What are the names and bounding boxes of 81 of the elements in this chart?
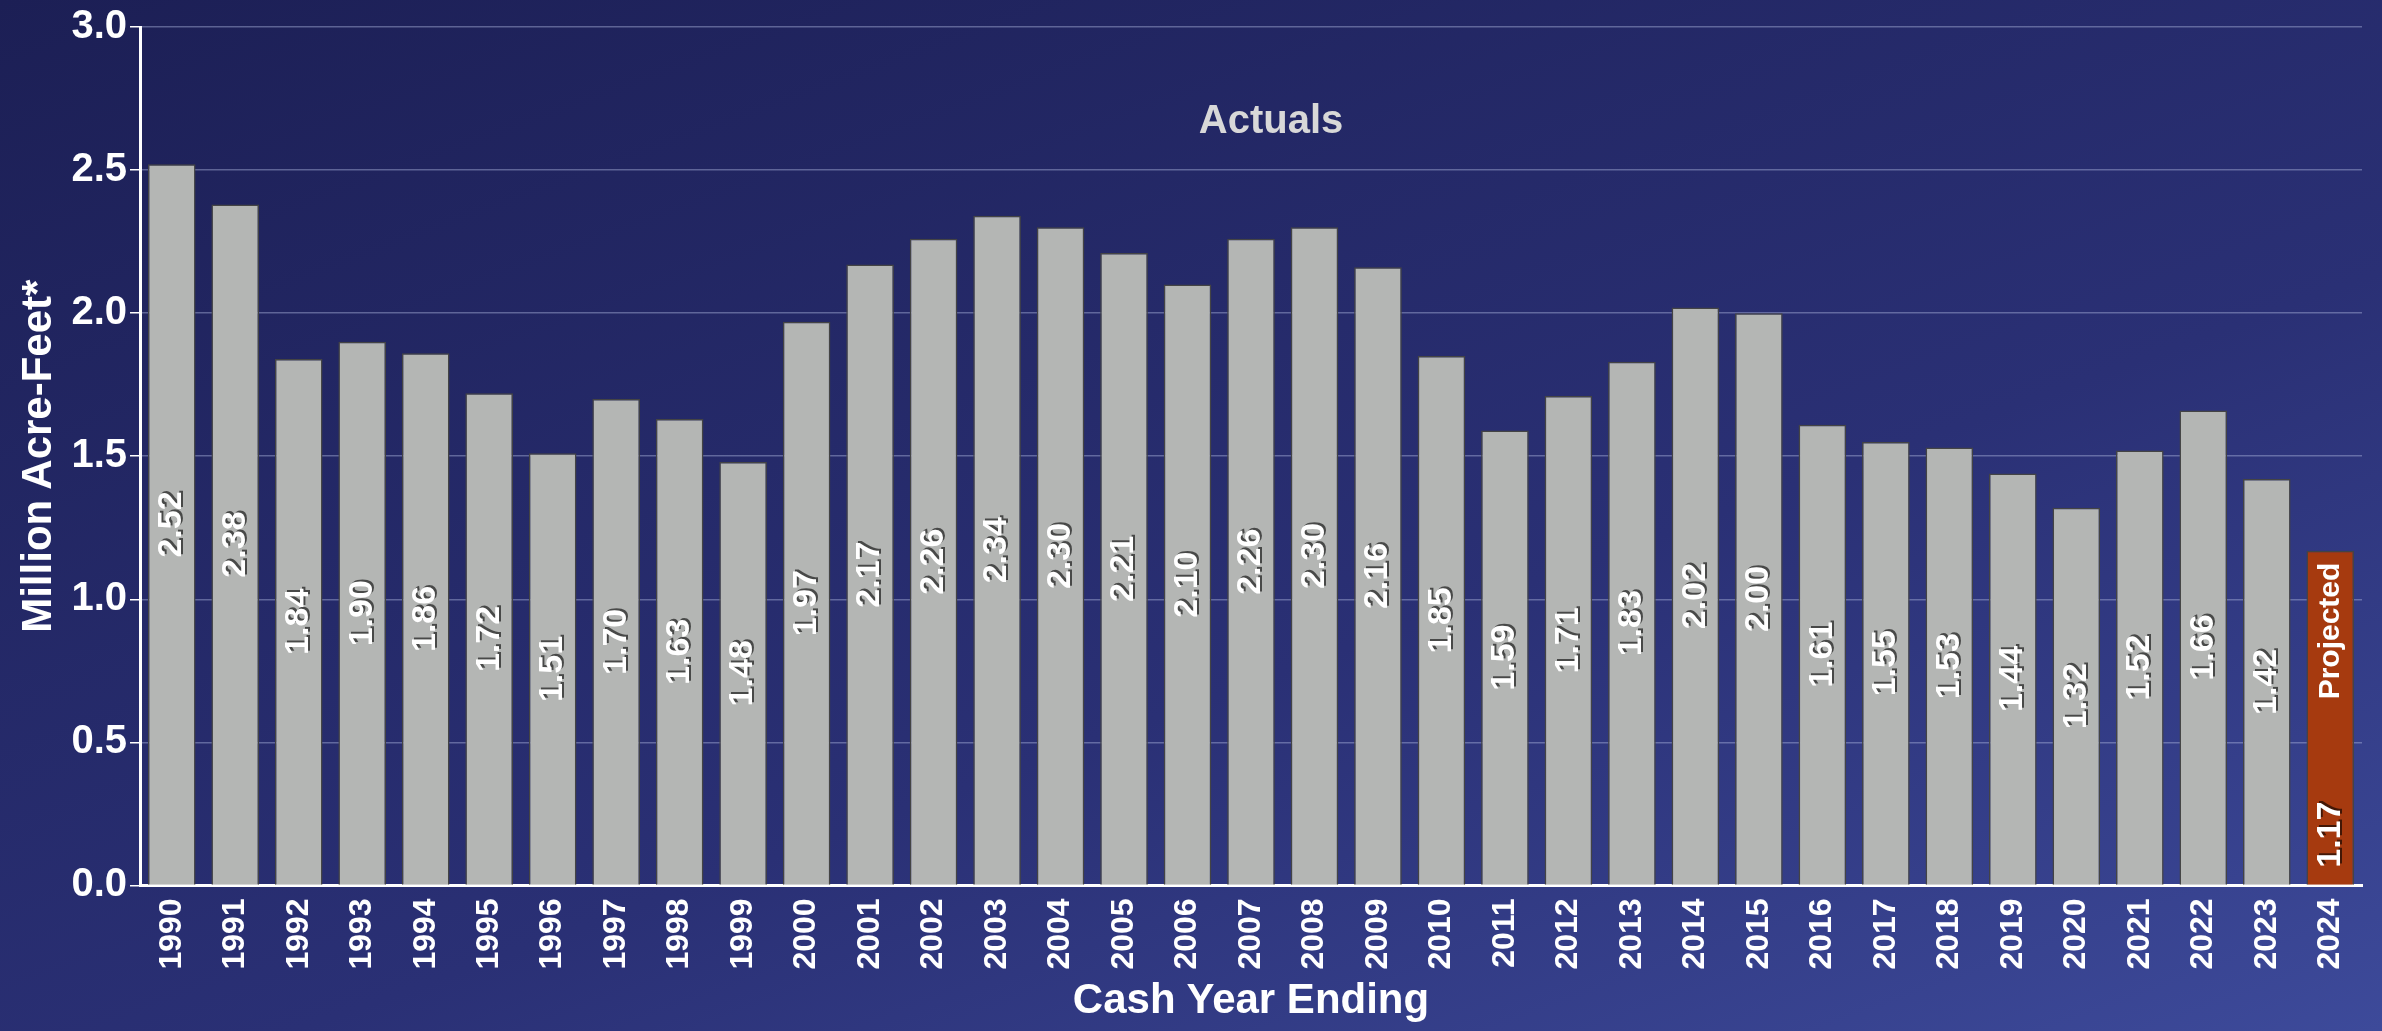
x-tick-label: 2012 [1548, 898, 1585, 970]
x-tick-label: 2000 [786, 898, 823, 970]
data-label: 1.55 [1866, 628, 1905, 695]
y-tick-label: 1.5 [71, 431, 128, 476]
x-tick-label: 2013 [1611, 898, 1648, 970]
x-tick-label: 2007 [1230, 898, 1267, 970]
data-label: 2.30 [1294, 520, 1333, 588]
data-label: 1.86 [404, 585, 443, 653]
data-label: 1.48 [723, 638, 762, 705]
data-label: 1.61 [1802, 619, 1841, 686]
x-tick-label: 2010 [1421, 898, 1458, 970]
data-label: 2.02 [1675, 560, 1714, 628]
x-tick-label: 1997 [595, 898, 632, 970]
x-tick-label: 1998 [659, 898, 696, 970]
data-label: 1.53 [1929, 631, 1968, 698]
x-tick-label: 2018 [1929, 898, 1966, 970]
data-label: 2.10 [1167, 549, 1206, 616]
data-label: 2.52 [152, 489, 191, 556]
data-label: 2.17 [848, 541, 887, 608]
annotation: Projected [2311, 562, 2345, 700]
data-label: 1.63 [660, 616, 699, 683]
data-label: 1.84 [279, 586, 318, 653]
data-label: 1.59 [1485, 622, 1524, 689]
data-label: 2.16 [1358, 540, 1397, 608]
data-label: 2.21 [1104, 533, 1143, 600]
y-tick-label: 0.5 [71, 717, 128, 762]
data-label: 1.85 [1421, 585, 1460, 652]
x-tick-label: 2014 [1675, 898, 1712, 970]
x-tick-label: 2006 [1167, 898, 1204, 970]
x-tick-label: 1992 [278, 898, 315, 970]
annotation: Actuals [1198, 97, 1344, 142]
x-tick-label: 2017 [1865, 898, 1902, 970]
x-tick-label: 1993 [342, 898, 379, 970]
x-tick-label: 2023 [2246, 898, 2283, 970]
x-tick-label: 2001 [849, 898, 886, 970]
data-label: 2.30 [1040, 520, 1079, 588]
x-tick-label: 1999 [722, 898, 759, 970]
data-label: 1.83 [1612, 588, 1651, 655]
data-label: 1.66 [2183, 612, 2222, 679]
x-tick-label: 2015 [1738, 898, 1775, 970]
x-tick-label: 1994 [405, 898, 442, 970]
x-tick-label: 2004 [1040, 898, 1077, 970]
y-axis-title: Million Acre-Feet* [12, 278, 60, 633]
x-tick-label: 1996 [532, 898, 569, 970]
data-label: 1.97 [786, 568, 825, 635]
x-tick-label: 2009 [1357, 898, 1394, 970]
x-tick-label: 2002 [913, 898, 950, 970]
x-tick-label: 2020 [2056, 898, 2093, 970]
data-label: 1.71 [1546, 607, 1585, 674]
y-tick-label: 1.0 [71, 574, 128, 619]
x-tick-label: 2021 [2119, 898, 2156, 970]
x-tick-label: 1990 [151, 898, 188, 970]
data-label: 2.34 [977, 515, 1016, 582]
x-tick-label: 2024 [2310, 898, 2347, 970]
x-tick-label: 2005 [1103, 898, 1140, 970]
data-label: 1.32 [2056, 661, 2095, 728]
x-axis-title: Cash Year Ending [1072, 975, 1430, 1023]
data-label: 1.72 [469, 603, 508, 671]
x-tick-label: 2019 [1992, 898, 2029, 970]
data-label: 1.70 [596, 606, 635, 673]
data-label: 1.42 [2247, 646, 2286, 713]
data-label: 2.38 [215, 509, 254, 576]
x-tick-label: 2011 [1484, 898, 1521, 968]
x-tick-label: 1991 [215, 898, 252, 970]
y-tick-label: 2.0 [71, 288, 128, 333]
data-label: 2.00 [1739, 563, 1778, 630]
x-tick-label: 2022 [2183, 898, 2220, 970]
x-tick-label: 2008 [1294, 898, 1331, 970]
data-label: 2.26 [1229, 528, 1268, 595]
data-label: 2.26 [913, 526, 952, 593]
x-tick-label: 2003 [976, 898, 1013, 970]
x-tick-label: 1995 [469, 898, 505, 970]
y-tick-label: 2.5 [71, 145, 128, 190]
data-label: 1.90 [340, 580, 379, 647]
data-label: 1.52 [2120, 632, 2159, 699]
data-label: 1.51 [533, 633, 572, 701]
y-tick-label: 0.0 [71, 860, 128, 905]
data-label: 1.44 [1991, 645, 2030, 713]
y-tick-label: 3.0 [71, 2, 128, 47]
data-label: 1.17 [2308, 801, 2347, 868]
x-tick-label: 2016 [1802, 898, 1839, 970]
